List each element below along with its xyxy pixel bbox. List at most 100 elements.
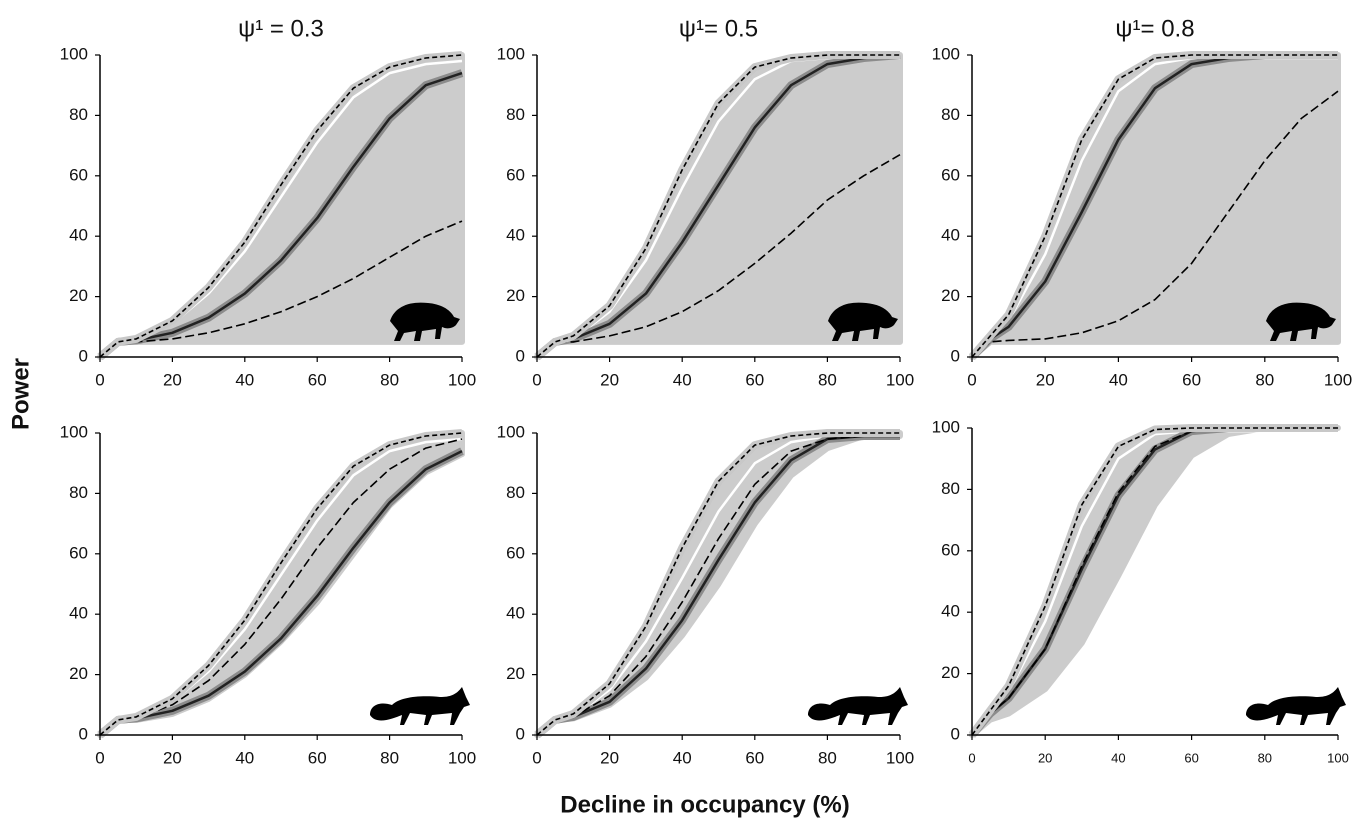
- y-tick-label: 100: [932, 44, 960, 63]
- x-tick-label: 80: [380, 748, 399, 767]
- x-tick-label: 80: [818, 748, 837, 767]
- y-tick-label: 0: [516, 346, 525, 365]
- x-tick-label: 80: [818, 370, 837, 389]
- y-tick-label: 20: [506, 286, 525, 305]
- series-line: [536, 154, 901, 358]
- x-tick-label: 40: [673, 748, 692, 767]
- x-tick-label: 60: [1182, 370, 1201, 389]
- x-tick-label: 0: [967, 370, 976, 389]
- animal-icon: [390, 302, 460, 341]
- y-tick-label: 100: [60, 422, 88, 441]
- series-line: [99, 54, 463, 358]
- x-tick-label: 0: [95, 370, 104, 389]
- animal-silhouette: [808, 687, 908, 725]
- x-tick-label: 20: [1038, 750, 1052, 765]
- y-tick-label: 100: [932, 417, 960, 436]
- y-tick-label: 100: [60, 44, 88, 63]
- y-tick-label: 60: [506, 165, 525, 184]
- x-tick-label: 100: [448, 748, 476, 767]
- y-tick-label: 80: [506, 483, 525, 502]
- y-tick-label: 40: [506, 604, 525, 623]
- y-tick-label: 100: [497, 422, 525, 441]
- x-tick-label: 100: [448, 370, 476, 389]
- x-tick-label: 40: [235, 370, 254, 389]
- x-tick-label: 80: [1255, 370, 1274, 389]
- animal-icon: [1246, 687, 1346, 725]
- x-tick-label: 20: [600, 370, 619, 389]
- x-tick-label: 0: [968, 750, 975, 765]
- x-tick-label: 80: [380, 370, 399, 389]
- y-tick-label: 100: [497, 44, 525, 63]
- panel-title: ψ¹= 0.5: [679, 15, 758, 42]
- series-line: [99, 432, 463, 736]
- x-tick-label: 20: [600, 748, 619, 767]
- y-tick-label: 0: [516, 724, 525, 743]
- series-line: [971, 427, 1338, 736]
- series-line: [971, 54, 1338, 358]
- x-tick-label: 0: [532, 370, 541, 389]
- x-tick-label: 20: [163, 748, 182, 767]
- y-tick-label: 0: [79, 724, 88, 743]
- y-tick-label: 60: [941, 540, 960, 559]
- series-line: [99, 220, 463, 358]
- y-tick-label: 40: [506, 226, 525, 245]
- y-tick-label: 20: [69, 286, 88, 305]
- series-line: [536, 435, 900, 736]
- y-tick-label: 60: [506, 543, 525, 562]
- animal-silhouette: [390, 302, 460, 341]
- y-tick-label: 0: [79, 346, 88, 365]
- y-tick-label: 80: [941, 105, 960, 124]
- y-tick-label: 40: [941, 226, 960, 245]
- x-tick-label: 60: [1184, 750, 1198, 765]
- x-tick-label: 60: [308, 748, 327, 767]
- x-tick-label: 60: [308, 370, 327, 389]
- x-tick-label: 40: [235, 748, 254, 767]
- x-tick-label: 0: [532, 748, 541, 767]
- y-tick-label: 0: [951, 724, 960, 743]
- y-tick-label: 20: [941, 286, 960, 305]
- x-tick-label: 40: [1109, 370, 1128, 389]
- x-tick-label: 60: [745, 370, 764, 389]
- animal-icon: [1266, 302, 1336, 341]
- y-tick-label: 20: [69, 664, 88, 683]
- series-line: [99, 438, 463, 736]
- x-tick-label: 40: [1111, 750, 1125, 765]
- x-tick-label: 100: [1324, 370, 1352, 389]
- series-line: [536, 54, 900, 358]
- x-tick-label: 0: [95, 748, 104, 767]
- animal-icon: [828, 302, 898, 341]
- x-tick-label: 20: [163, 370, 182, 389]
- animal-silhouette: [370, 687, 470, 725]
- y-tick-label: 60: [941, 165, 960, 184]
- y-tick-label: 20: [506, 664, 525, 683]
- animal-icon: [808, 687, 908, 725]
- y-tick-label: 40: [69, 604, 88, 623]
- y-tick-label: 40: [69, 226, 88, 245]
- confidence-band: [97, 430, 465, 738]
- y-tick-label: 80: [941, 479, 960, 498]
- y-tick-label: 80: [69, 483, 88, 502]
- y-tick-label: 0: [951, 346, 960, 365]
- y-tick-label: 40: [941, 602, 960, 621]
- y-tick-label: 60: [69, 165, 88, 184]
- x-tick-label: 20: [1036, 370, 1055, 389]
- x-tick-label: 80: [1258, 750, 1272, 765]
- panel-title: ψ¹ = 0.3: [238, 15, 324, 42]
- x-tick-label: 60: [745, 748, 764, 767]
- animal-silhouette: [828, 302, 898, 341]
- x-tick-label: 100: [1327, 750, 1349, 765]
- series-line: [971, 427, 1338, 736]
- animal-icon: [370, 687, 470, 725]
- confidence-band: [969, 425, 1341, 738]
- y-tick-label: 80: [69, 105, 88, 124]
- y-tick-label: 20: [941, 663, 960, 682]
- series-line: [536, 432, 900, 736]
- animal-silhouette: [1246, 687, 1346, 725]
- panel-title: ψ¹= 0.8: [1115, 15, 1194, 42]
- y-tick-label: 80: [506, 105, 525, 124]
- x-tick-label: 40: [673, 370, 692, 389]
- x-tick-label: 100: [886, 748, 914, 767]
- x-tick-label: 100: [886, 370, 914, 389]
- y-axis-label: Power: [7, 358, 34, 430]
